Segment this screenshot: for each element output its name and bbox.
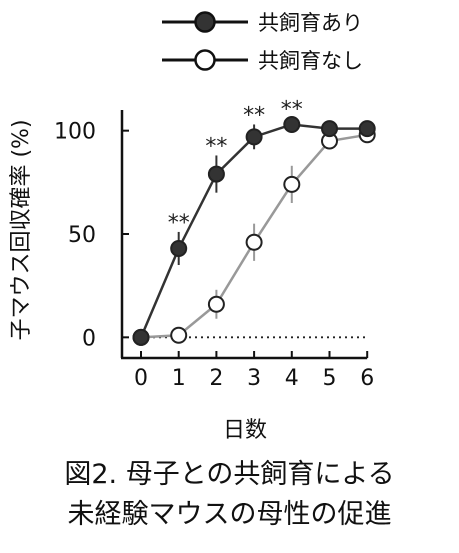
x-tick-label: 5 bbox=[323, 366, 337, 391]
y-axis-label: 子マウス回収確率 (%) bbox=[9, 119, 34, 340]
legend-label: 共飼育あり bbox=[258, 11, 363, 35]
data-point bbox=[207, 165, 225, 183]
data-point bbox=[170, 239, 188, 257]
legend-entry: 共飼育なし bbox=[162, 49, 363, 73]
x-tick-label: 0 bbox=[134, 366, 148, 391]
data-point bbox=[170, 326, 188, 344]
significance-marker: ** bbox=[205, 134, 227, 159]
data-point bbox=[207, 295, 225, 313]
x-tick-label: 6 bbox=[360, 366, 374, 391]
significance-marker: ** bbox=[281, 97, 303, 122]
series-open bbox=[132, 126, 376, 346]
x-tick-label: 2 bbox=[209, 366, 223, 391]
data-point bbox=[321, 120, 338, 138]
data-point bbox=[132, 328, 150, 346]
data-point bbox=[283, 175, 301, 193]
legend-marker bbox=[194, 11, 216, 33]
legend-marker bbox=[194, 49, 216, 71]
significance-marker: ** bbox=[168, 211, 190, 236]
significance-marker: ** bbox=[243, 103, 265, 128]
caption-line-1: 図2. 母子との共飼育による bbox=[64, 459, 395, 490]
data-point bbox=[245, 128, 263, 146]
y-axis-title: 子マウス回収確率 (%) bbox=[9, 119, 34, 340]
plot-area: ** ** ** ** bbox=[132, 97, 376, 346]
y-tick-label: 0 bbox=[82, 326, 96, 351]
x-tick-label: 3 bbox=[247, 366, 261, 391]
data-point bbox=[358, 120, 376, 138]
x-axis-title: 日数 bbox=[223, 418, 267, 443]
x-tick-label: 4 bbox=[285, 366, 299, 391]
legend-entry: 共飼育あり bbox=[162, 11, 363, 35]
legend-label: 共飼育なし bbox=[258, 49, 363, 73]
data-point bbox=[283, 115, 301, 133]
series-filled bbox=[132, 115, 376, 346]
caption-line-2: 未経験マウスの母性の促進 bbox=[67, 499, 392, 530]
y-tick-label: 50 bbox=[68, 223, 96, 248]
data-point bbox=[245, 233, 263, 251]
y-tick-label: 100 bbox=[54, 120, 96, 145]
x-tick-label: 1 bbox=[172, 366, 186, 391]
